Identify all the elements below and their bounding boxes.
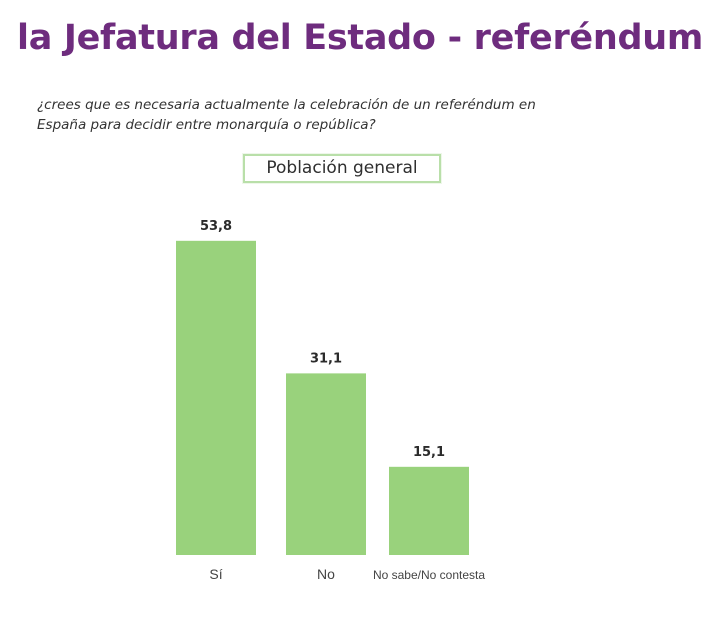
bar-0 [176,240,256,556]
population-label-box: Población general [243,154,441,183]
bar-2 [389,466,469,555]
category-label-2: No sabe/No contesta [373,568,485,582]
survey-question: ¿crees que es necesaria actualmente la c… [37,95,687,135]
page-title: la Jefatura del Estado - referéndum [17,18,703,58]
question-line-1: ¿crees que es necesaria actualmente la c… [37,97,536,113]
category-label-1: No [317,566,335,582]
value-label-1: 31,1 [310,351,342,366]
category-label-0: Sí [209,566,222,582]
bar-1 [286,373,366,555]
question-line-2: España para decidir entre monarquía o re… [37,117,376,133]
value-label-0: 53,8 [200,219,232,234]
value-label-2: 15,1 [413,445,445,460]
